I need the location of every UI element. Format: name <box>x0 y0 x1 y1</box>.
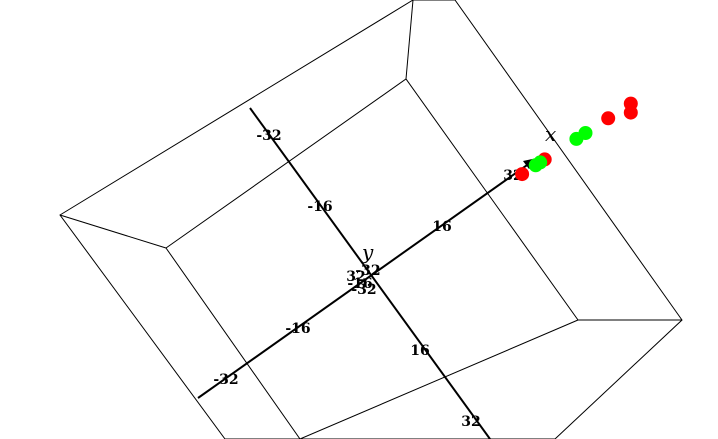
origin-tick-label: -32 <box>355 263 380 279</box>
y-axis-line <box>249 107 491 439</box>
y-tick-label: 16 <box>410 343 429 359</box>
origin-tick-label: -16 <box>347 276 372 292</box>
origin-tick-label: -32 <box>351 282 376 298</box>
outer-box-face <box>59 0 683 439</box>
x-axis-line <box>197 162 531 399</box>
x-tick-label: -16 <box>285 321 310 337</box>
x-axis-label: x <box>545 122 556 146</box>
data-point <box>515 167 530 182</box>
x-tick-label: 16 <box>432 219 451 235</box>
data-point <box>601 111 616 126</box>
box-edge <box>59 214 167 249</box>
y-tick-label: 32 <box>461 414 480 430</box>
data-points <box>515 96 638 182</box>
origin-tick-label: 32 <box>346 269 365 285</box>
x-tick-label: -32 <box>213 372 238 388</box>
data-point <box>578 126 593 140</box>
data-point <box>623 105 638 120</box>
y-axis-label: y <box>361 240 374 264</box>
box-edge <box>405 0 414 80</box>
y-tick-label: -32 <box>256 128 281 144</box>
data-point <box>533 155 548 170</box>
y-tick-label: -16 <box>307 199 332 215</box>
